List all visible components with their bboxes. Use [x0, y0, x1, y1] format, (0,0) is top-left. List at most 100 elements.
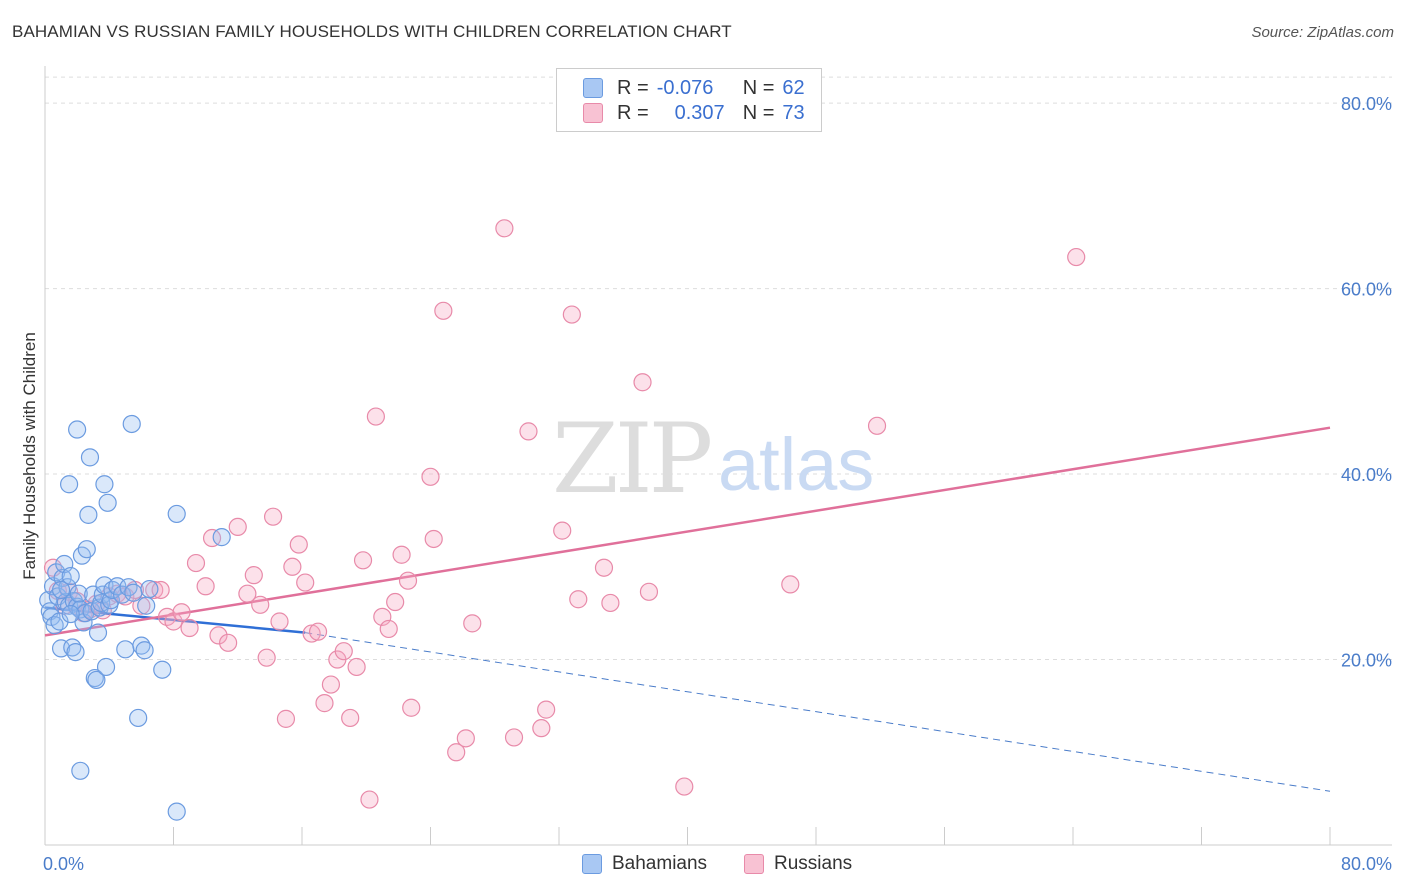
point-russians — [276, 709, 296, 728]
point-russians — [781, 575, 800, 594]
point-russians — [421, 467, 440, 486]
point-bahamians — [167, 504, 186, 524]
data-points — [39, 219, 1086, 821]
legend-row-russians: R = 0.307 N = 73 — [583, 101, 805, 125]
point-russians — [594, 558, 614, 577]
point-russians — [360, 790, 379, 809]
point-russians — [463, 614, 482, 633]
point-russians — [601, 593, 620, 613]
point-bahamians — [116, 640, 135, 659]
point-bahamians — [119, 578, 138, 597]
legend-swatch-bahamians — [583, 78, 603, 98]
point-russians — [263, 507, 283, 526]
point-russians — [675, 777, 694, 796]
point-russians — [398, 571, 418, 590]
point-bahamians — [51, 580, 71, 600]
point-russians — [447, 743, 466, 762]
point-russians — [386, 592, 405, 612]
point-russians — [202, 528, 222, 548]
tick-labels: 20.0% 40.0% 60.0% 80.0% 0.0% 80.0% — [43, 94, 1392, 874]
legend-n-label: N = — [742, 101, 775, 124]
point-bahamians — [59, 475, 79, 494]
point-russians — [341, 708, 360, 728]
point-russians — [302, 624, 321, 643]
bottom-legend-bahamians: Bahamians — [582, 851, 707, 877]
x-tick-label-min: 0.0% — [43, 854, 84, 874]
point-russians — [209, 626, 228, 645]
point-bahamians — [98, 493, 117, 512]
point-russians — [379, 619, 398, 639]
point-russians — [347, 657, 366, 677]
y-tick-label: 20.0% — [1341, 651, 1392, 671]
point-bahamians — [61, 566, 80, 586]
point-russians — [186, 553, 206, 573]
legend-n-label: N = — [742, 76, 775, 99]
point-russians — [867, 416, 887, 435]
trend-line-russians — [44, 426, 1331, 637]
x-tick-label-max: 80.0% — [1341, 854, 1392, 874]
point-bahamians — [135, 641, 154, 660]
y-axis-label: Family Households with Children — [20, 332, 39, 580]
point-russians — [321, 675, 341, 694]
point-russians — [283, 557, 302, 576]
point-bahamians — [122, 414, 141, 434]
point-russians — [434, 301, 453, 320]
legend-row-bahamians: R = -0.076 N = 62 — [583, 76, 805, 100]
point-russians — [353, 551, 373, 570]
point-russians — [172, 603, 191, 622]
point-bahamians — [95, 475, 114, 494]
bottom-swatch-russians — [744, 854, 764, 874]
point-bahamians — [69, 584, 88, 603]
point-bahamians — [96, 657, 116, 677]
point-russians — [562, 305, 581, 324]
axes — [44, 66, 1392, 846]
bottom-legend-russians: Russians — [744, 851, 852, 877]
point-russians — [366, 407, 385, 426]
y-tick-label: 40.0% — [1341, 465, 1392, 485]
watermark: ZIP atlas — [552, 403, 874, 515]
point-russians — [257, 648, 276, 667]
point-bahamians — [66, 643, 85, 662]
point-russians — [315, 694, 334, 713]
point-russians — [553, 521, 572, 540]
bottom-swatch-bahamians — [582, 854, 602, 874]
point-russians — [392, 545, 411, 564]
point-russians — [289, 535, 308, 554]
point-bahamians — [167, 802, 186, 821]
chart-title: BAHAMIAN VS RUSSIAN FAMILY HOUSEHOLDS WI… — [12, 22, 732, 41]
legend-r-label: R = — [617, 76, 649, 99]
legend-r-value-russians: 0.307 — [674, 101, 725, 124]
watermark-atlas: atlas — [718, 423, 874, 506]
point-russians — [532, 719, 551, 738]
point-russians — [308, 622, 328, 641]
point-bahamians — [50, 612, 69, 631]
point-russians — [238, 584, 257, 603]
point-bahamians — [129, 708, 148, 728]
point-russians — [244, 566, 263, 585]
point-bahamians — [80, 448, 100, 467]
point-russians — [402, 698, 421, 717]
watermark-zip: ZIP — [552, 403, 711, 515]
point-russians — [495, 219, 514, 238]
point-russians — [504, 728, 524, 747]
point-bahamians — [68, 420, 87, 439]
point-russians — [251, 595, 270, 614]
point-bahamians — [124, 583, 143, 602]
point-russians — [196, 577, 215, 596]
legend-n-value-russians: 73 — [782, 101, 805, 124]
point-russians — [633, 373, 652, 392]
trend-line-bahamians-extension — [305, 632, 1331, 792]
point-bahamians — [79, 505, 98, 524]
point-russians — [132, 596, 151, 615]
bottom-legend-label-bahamians: Bahamians — [612, 853, 708, 874]
y-tick-label: 60.0% — [1341, 280, 1392, 300]
legend-r-label: R = — [617, 101, 649, 124]
point-bahamians — [71, 761, 90, 780]
point-bahamians — [87, 670, 106, 690]
point-bahamians — [88, 623, 108, 642]
point-russians — [270, 612, 289, 631]
point-russians — [424, 529, 443, 549]
point-russians — [569, 590, 588, 609]
point-russians — [537, 700, 556, 719]
